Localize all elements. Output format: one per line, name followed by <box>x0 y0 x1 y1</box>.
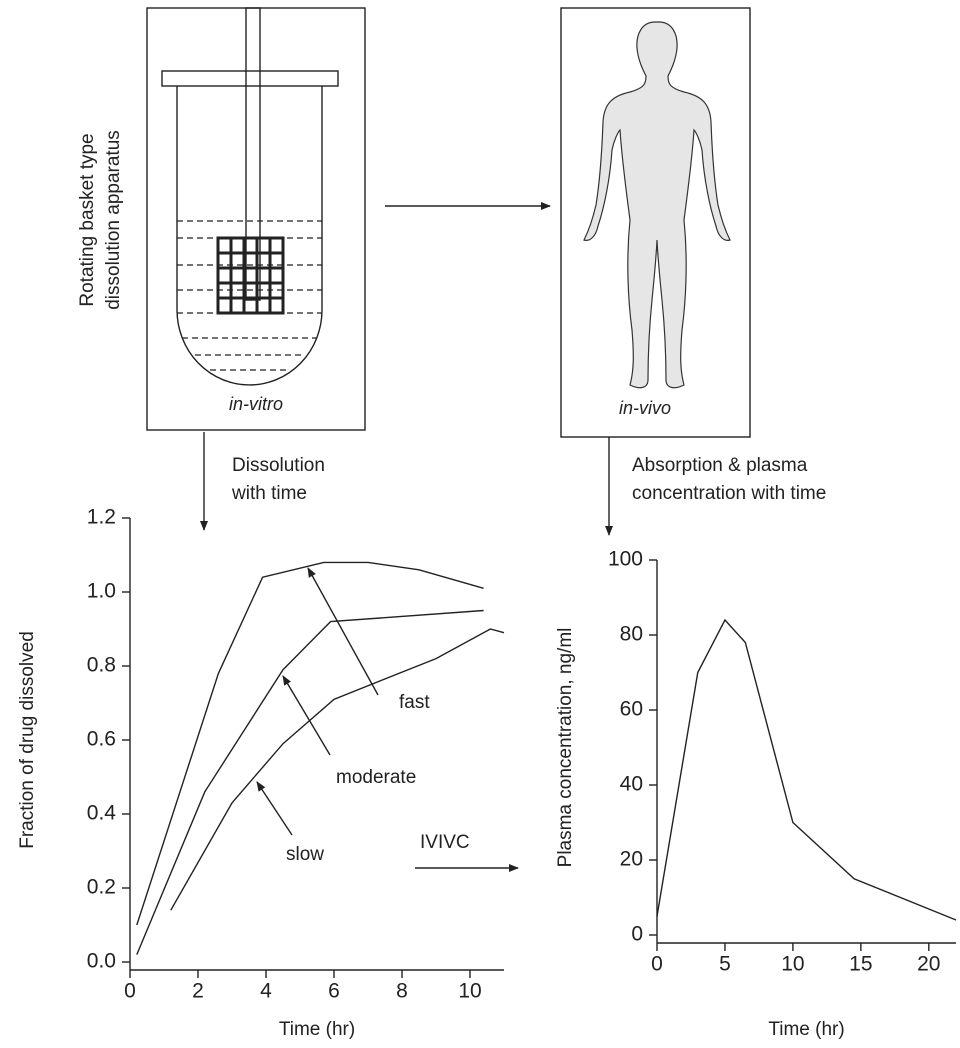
y-tick-label: 80 <box>620 623 643 646</box>
dissolution-label: with time <box>231 483 307 504</box>
x-axis-label: Time (hr) <box>768 1019 844 1040</box>
data-line <box>656 618 957 921</box>
y-tick-label: 100 <box>608 548 643 571</box>
y-tick-label: 0.6 <box>87 728 116 751</box>
y-tick-label: 0.2 <box>87 876 116 899</box>
data-line <box>136 609 484 955</box>
y-tick-label: 0.4 <box>87 802 117 825</box>
x-tick-label: 10 <box>781 953 804 976</box>
dissolution-label: Dissolution <box>232 455 325 476</box>
series-label: fast <box>399 692 430 713</box>
x-tick-label: 20 <box>917 953 940 976</box>
x-tick-label: 8 <box>396 980 408 1003</box>
apparatus-label: Rotating basket type <box>77 133 98 306</box>
y-tick-label: 0.8 <box>87 654 116 677</box>
x-tick-label: 0 <box>651 953 663 976</box>
human-box <box>560 7 751 438</box>
y-axis-label: Fraction of drug dissolved <box>17 631 38 849</box>
in-vitro-label: in-vitro <box>229 394 283 414</box>
y-tick-label: 1.0 <box>87 580 116 603</box>
y-tick-label: 40 <box>620 773 643 796</box>
x-tick-label: 0 <box>124 980 136 1003</box>
x-tick-label: 10 <box>458 980 481 1003</box>
absorption-label: Absorption & plasma <box>632 455 808 476</box>
y-axis-label: Plasma concentration, ng/ml <box>555 628 576 868</box>
data-line <box>136 561 484 926</box>
x-axis-label: Time (hr) <box>279 1019 355 1040</box>
x-tick-label: 5 <box>719 953 731 976</box>
apparatus <box>146 7 366 431</box>
series-label: moderate <box>336 767 416 788</box>
human-figure <box>583 21 731 389</box>
arrows <box>200 202 613 872</box>
series-label: slow <box>286 844 324 865</box>
x-tick-label: 15 <box>849 953 872 976</box>
x-tick-label: 4 <box>260 980 272 1003</box>
y-tick-label: 0.0 <box>87 950 116 973</box>
apparatus-label: dissolution apparatus <box>103 130 124 310</box>
absorption-label: concentration with time <box>632 483 826 504</box>
y-tick-label: 20 <box>620 848 643 871</box>
y-tick-label: 60 <box>620 698 643 721</box>
x-tick-label: 6 <box>328 980 340 1003</box>
x-tick-label: 2 <box>192 980 204 1003</box>
in-vivo-label: in-vivo <box>619 398 671 418</box>
y-tick-label: 1.2 <box>87 506 116 529</box>
ivivc-label: IVIVC <box>420 832 470 853</box>
data-line <box>170 628 505 911</box>
y-tick-label: 0 <box>631 923 643 946</box>
